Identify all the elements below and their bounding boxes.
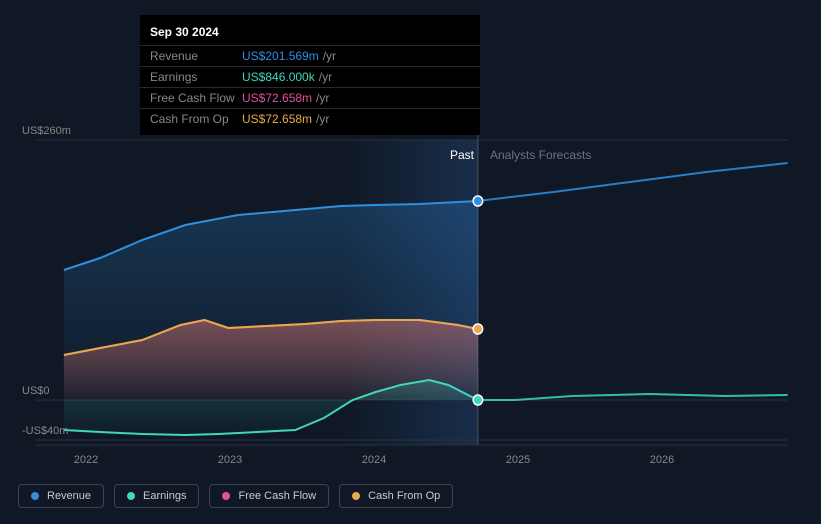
legend-text: Free Cash Flow — [238, 490, 316, 502]
x-tick-label: 2024 — [362, 454, 386, 466]
x-tick-label: 2026 — [650, 454, 674, 466]
legend-dot-icon — [352, 492, 360, 500]
tooltip-row-revenue: Revenue US$201.569m /yr — [140, 45, 480, 66]
tooltip-date: Sep 30 2024 — [140, 25, 480, 45]
chart-tooltip: Sep 30 2024 Revenue US$201.569m /yr Earn… — [140, 15, 480, 135]
tooltip-value: US$72.658m — [242, 112, 312, 126]
legend-item-fcf[interactable]: Free Cash Flow — [209, 484, 329, 508]
tooltip-row-fcf: Free Cash Flow US$72.658m /yr — [140, 87, 480, 108]
tooltip-suffix: /yr — [323, 49, 336, 63]
tooltip-row-earnings: Earnings US$846.000k /yr — [140, 66, 480, 87]
forecast-label: Analysts Forecasts — [490, 148, 591, 162]
tooltip-value: US$201.569m — [242, 49, 319, 63]
legend-text: Earnings — [143, 490, 186, 502]
legend-item-earnings[interactable]: Earnings — [114, 484, 199, 508]
x-tick-label: 2022 — [74, 454, 98, 466]
legend-dot-icon — [31, 492, 39, 500]
legend-item-revenue[interactable]: Revenue — [18, 484, 104, 508]
tooltip-suffix: /yr — [316, 112, 329, 126]
y-tick-label: -US$40m — [22, 425, 68, 437]
legend-dot-icon — [222, 492, 230, 500]
tooltip-label: Revenue — [150, 49, 242, 63]
x-tick-label: 2025 — [506, 454, 530, 466]
legend-item-cfo[interactable]: Cash From Op — [339, 484, 453, 508]
y-tick-label: US$260m — [22, 125, 71, 137]
tooltip-value: US$846.000k — [242, 70, 315, 84]
y-tick-label: US$0 — [22, 385, 50, 397]
tooltip-label: Cash From Op — [150, 112, 242, 126]
legend: Revenue Earnings Free Cash Flow Cash Fro… — [18, 484, 453, 508]
tooltip-suffix: /yr — [319, 70, 332, 84]
tooltip-row-cfo: Cash From Op US$72.658m /yr — [140, 108, 480, 129]
x-tick-label: 2023 — [218, 454, 242, 466]
tooltip-label: Earnings — [150, 70, 242, 84]
past-label: Past — [450, 148, 474, 162]
tooltip-label: Free Cash Flow — [150, 91, 242, 105]
tooltip-value: US$72.658m — [242, 91, 312, 105]
legend-dot-icon — [127, 492, 135, 500]
legend-text: Cash From Op — [368, 490, 440, 502]
tooltip-suffix: /yr — [316, 91, 329, 105]
legend-text: Revenue — [47, 490, 91, 502]
